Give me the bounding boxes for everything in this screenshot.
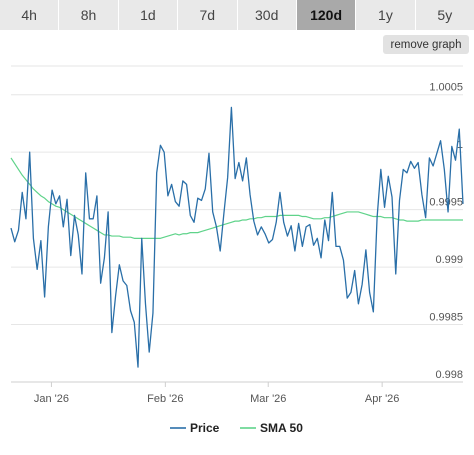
- x-tick-label: Jan '26: [34, 393, 69, 405]
- range-tab-30d[interactable]: 30d: [238, 0, 297, 30]
- y-tick-label: 0.9995: [429, 197, 463, 209]
- series-line-price: [10, 106, 464, 368]
- range-tab-4h[interactable]: 4h: [0, 0, 60, 30]
- range-tab-8h[interactable]: 8h: [59, 0, 119, 30]
- legend-label: Price: [190, 421, 220, 435]
- range-tabs: 4h 8h 1d 7d 30d 120d 1y 5y: [0, 0, 474, 30]
- range-tab-1y[interactable]: 1y: [356, 0, 416, 30]
- legend-item-sma-50[interactable]: SMA 50: [240, 421, 303, 435]
- range-tab-120d[interactable]: 120d: [296, 0, 357, 30]
- range-tab-1d[interactable]: 1d: [119, 0, 179, 30]
- legend-item-price[interactable]: Price: [170, 421, 220, 435]
- chart-legend[interactable]: Price SMA 50: [170, 421, 303, 435]
- x-tick-label: Feb '26: [147, 393, 183, 405]
- remove-graph-button[interactable]: remove graph: [383, 35, 469, 54]
- y-tick-label: 0.998: [435, 369, 463, 381]
- x-axis-labels: Jan '26 Feb '26 Mar '26 Apr '26: [34, 393, 400, 405]
- range-tab-7d[interactable]: 7d: [178, 0, 238, 30]
- x-tick-label: Mar '26: [250, 393, 286, 405]
- y-tick-label: 0.9985: [429, 312, 463, 324]
- legend-label: SMA 50: [260, 421, 303, 435]
- series-line-sma-50: [10, 157, 463, 239]
- y-tick-label: 1.0005: [429, 82, 463, 94]
- y-tick-label: 0.999: [435, 254, 463, 266]
- chart-grid: [11, 65, 463, 387]
- x-tick-label: Apr '26: [365, 393, 400, 405]
- range-tab-5y[interactable]: 5y: [437, 7, 453, 23]
- chart-series: [10, 106, 464, 368]
